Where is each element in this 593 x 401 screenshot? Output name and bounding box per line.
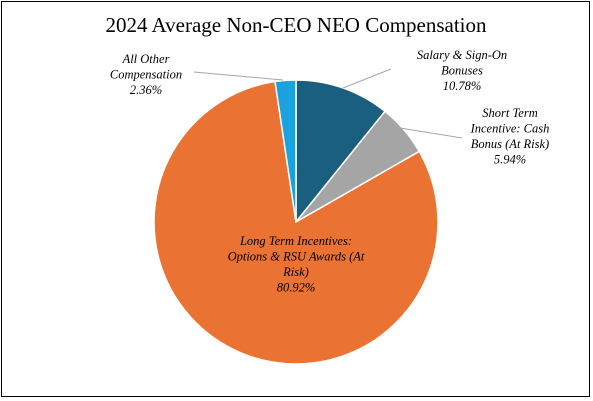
data-label-salary-sign-on: Salary & Sign-On Bonuses 10.78% <box>417 48 507 93</box>
slice-labels: Salary & Sign-On Bonuses 10.78% Short Term I… <box>110 48 550 295</box>
data-label-all-other: All Other Compensation 2.36% <box>110 52 182 97</box>
pie-slices <box>153 79 439 365</box>
leader-lines <box>193 68 463 139</box>
data-label-short-term: Short Term Incentive: Cash Bonus (At Risk)… <box>470 106 550 167</box>
chart-title: 2024 Average Non-CEO NEO Compensation <box>105 13 487 37</box>
leader-line-all-other <box>193 71 284 81</box>
pie-slice-long-term-incentives <box>153 80 439 365</box>
data-label-long-term-incentives: Long Term Incentives: Options & RSU Award… <box>228 234 365 295</box>
leader-line-salary-sign-on <box>342 68 392 89</box>
leader-line-short-term <box>399 127 463 139</box>
pie-slice-all-other <box>274 79 297 223</box>
